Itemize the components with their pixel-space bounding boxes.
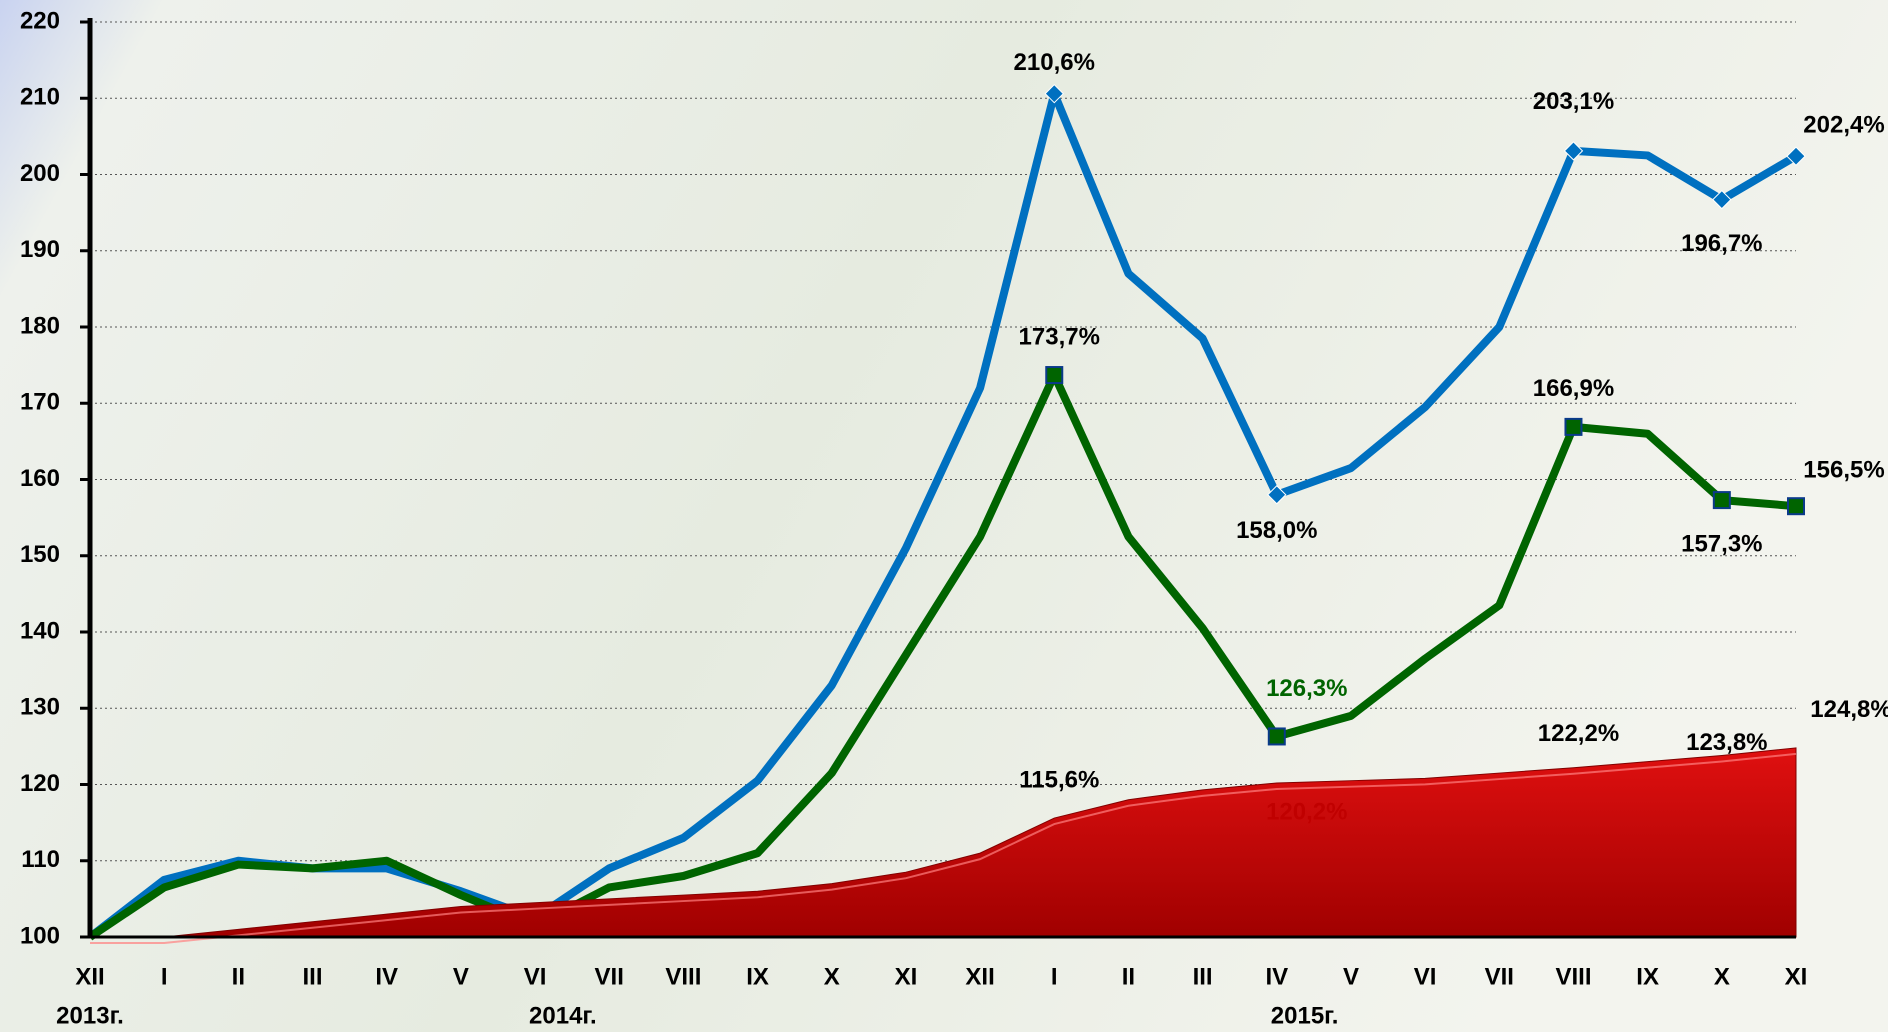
x-tick-label: IV [1265,963,1288,990]
year-label: 2015г. [1271,1002,1339,1029]
y-tick-label: 220 [20,7,60,34]
data-label: 115,6% [1019,766,1099,793]
x-tick-label: III [1193,963,1213,990]
data-label: 203,1% [1533,88,1614,115]
x-tick-label: III [303,963,323,990]
data-label: 156,5% [1803,457,1884,484]
y-tick-label: 160 [20,465,60,492]
x-tick-label: VII [1485,963,1514,990]
point-marker [1045,366,1064,385]
x-tick-label: V [453,963,469,990]
x-tick-label: X [824,963,840,990]
x-tick-label: IV [375,963,398,990]
data-label: 126,3% [1266,675,1347,702]
data-label: 124,8% [1810,696,1888,723]
x-tick-label: IX [1636,963,1659,990]
data-label: 122,2% [1538,720,1619,747]
y-tick-label: 130 [20,694,60,721]
point-marker [1563,141,1584,161]
y-tick-label: 140 [20,617,60,644]
y-tick-label: 180 [20,312,60,339]
year-label: 2013г. [56,1002,124,1029]
y-tick-label: 210 [20,84,60,111]
y-tick-label: 110 [21,846,60,873]
data-label: 157,3% [1681,530,1762,557]
x-tick-label: II [232,963,245,990]
x-tick-label: I [161,963,168,990]
area-highlight [90,752,1797,944]
data-label: 166,9% [1533,375,1614,402]
x-tick-label: XII [965,963,994,990]
x-tick-label: VIII [1555,963,1591,990]
y-tick-label: 120 [20,770,60,797]
point-marker [1712,189,1732,210]
series-line [87,89,1799,941]
x-tick-label: V [1343,963,1359,990]
point-marker [1712,491,1731,510]
x-tick-label: IX [746,963,769,990]
y-tick-label: 170 [20,389,60,416]
series-line [87,371,1797,941]
point-marker [1787,497,1805,516]
x-tick-label: VIII [665,963,701,990]
year-label: 2014г. [529,1002,597,1029]
x-tick-label: VII [595,963,624,990]
x-tick-label: XI [895,963,918,990]
x-tick-label: VI [524,963,547,990]
x-tick-label: I [1051,963,1058,990]
point-marker [1267,727,1286,746]
x-tick-label: XI [1785,963,1808,990]
y-tick-label: 200 [20,160,60,187]
x-tick-label: XII [75,963,104,990]
data-label: 202,4% [1803,112,1884,139]
data-label: 123,8% [1686,729,1767,756]
y-tick-label: 100 [20,922,60,949]
point-marker [1564,417,1583,436]
series-area [90,747,1797,938]
x-tick-label: II [1122,963,1135,990]
y-tick-label: 190 [20,236,60,263]
x-tick-label: X [1714,963,1730,990]
data-label: 173,7% [1019,323,1100,350]
point-marker [1267,485,1287,505]
data-label: 210,6% [1014,49,1095,76]
point-marker [1786,146,1806,166]
y-tick-label: 150 [20,541,60,568]
data-label: 158,0% [1236,517,1317,544]
data-label: 196,7% [1681,230,1762,257]
x-tick-label: VI [1414,963,1437,990]
point-marker [1044,83,1064,104]
data-label: 120,2% [1266,798,1347,825]
